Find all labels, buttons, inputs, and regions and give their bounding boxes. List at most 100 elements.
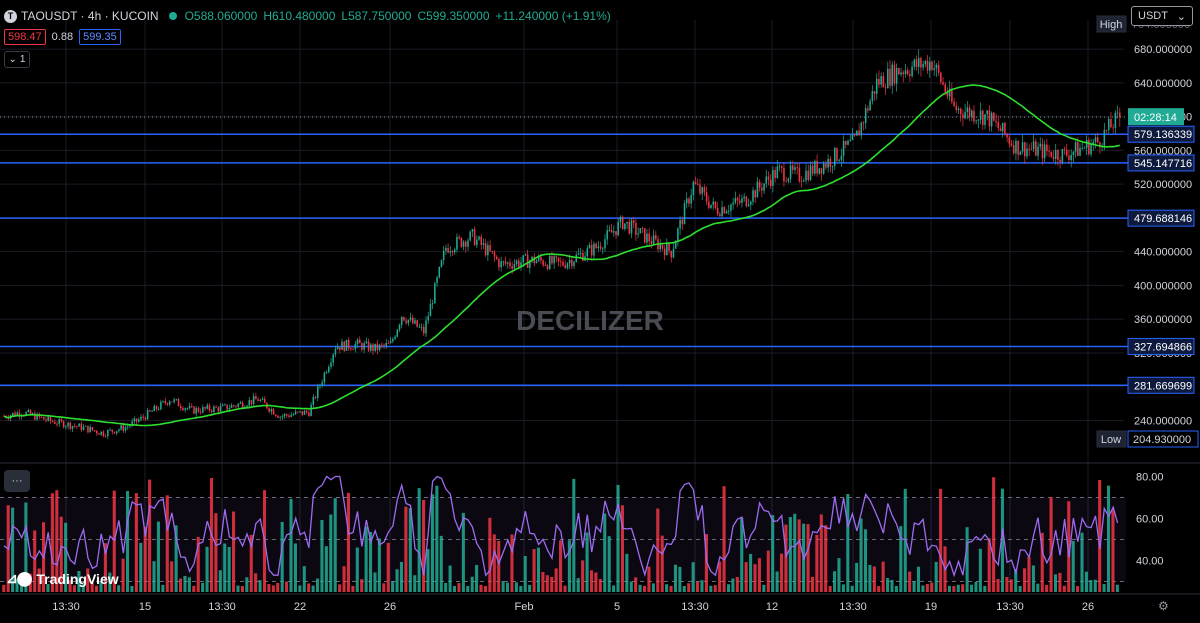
candle-body: [829, 158, 832, 167]
candle-body: [157, 409, 160, 410]
volume-bar: [59, 516, 63, 592]
volume-bar: [779, 553, 784, 592]
chart-legend: T TAOUSDT · 4h · KUCOIN O588.060000 H610…: [4, 7, 617, 25]
volume-bar: [435, 485, 439, 592]
ohlc-high: H610.480000: [263, 9, 336, 23]
candle-body: [361, 343, 363, 350]
candle-body: [769, 179, 772, 186]
candle-body: [787, 178, 790, 182]
volume-bar: [965, 527, 969, 592]
settings-gear-icon[interactable]: ⚙: [1158, 599, 1169, 613]
candle-body: [87, 425, 89, 433]
currency-select[interactable]: USDT ⌄: [1131, 6, 1193, 26]
candle-body: [350, 348, 352, 350]
candle-body: [814, 160, 816, 174]
candle-body: [478, 236, 480, 240]
candle-body: [818, 168, 821, 174]
candle-body: [577, 253, 580, 255]
tradingview-logo-icon: ⊿⬤: [6, 570, 32, 586]
candle-body: [922, 64, 924, 68]
volume-bar: [687, 583, 691, 592]
candle-body: [533, 256, 536, 264]
tradingview-logo[interactable]: ⊿⬤ TradingView: [6, 570, 119, 587]
level-label: 579.136339: [1134, 129, 1192, 141]
volume-bar: [665, 584, 669, 592]
candle-body: [80, 423, 83, 430]
volume-bar: [1005, 576, 1009, 592]
candle-body: [1092, 141, 1095, 145]
volume-bar: [740, 517, 744, 592]
low-value: 204.930000: [1133, 434, 1191, 446]
volume-bar: [788, 517, 792, 592]
candle-body: [792, 165, 794, 171]
candle-body: [957, 108, 960, 110]
candle-body: [440, 260, 443, 267]
candle-body: [372, 344, 374, 351]
candle-body: [893, 64, 896, 84]
candle-body: [394, 336, 396, 339]
candle-body: [109, 429, 111, 431]
candle-body: [911, 66, 913, 76]
candle-body: [655, 235, 657, 240]
candle-body: [228, 407, 231, 410]
low-tag: [1096, 430, 1127, 448]
candle-body: [93, 430, 96, 432]
volume-bar: [320, 520, 324, 592]
candle-body: [836, 147, 838, 161]
candle-body: [754, 190, 756, 198]
candle-body: [619, 216, 622, 223]
candle-body: [685, 198, 688, 204]
candle-body: [195, 408, 197, 414]
candle-body: [856, 130, 858, 136]
volume-bar: [921, 585, 925, 592]
volume-bar: [722, 486, 726, 592]
candle-body: [566, 263, 569, 268]
candle-body: [887, 68, 889, 88]
indicators-collapse-button[interactable]: ⌄ 1: [4, 51, 30, 68]
candle-body: [407, 319, 410, 324]
candle-body: [639, 228, 642, 234]
volume-bar: [603, 513, 607, 592]
buy-button[interactable]: 599.35: [79, 29, 121, 45]
volume-bar: [355, 547, 359, 592]
candle-body: [608, 230, 611, 231]
candle-body: [387, 342, 390, 344]
volume-bar: [673, 564, 678, 592]
rsi-line: [3, 475, 1119, 578]
volume-bar: [541, 572, 545, 592]
candle-body: [405, 320, 407, 324]
candle-body: [931, 61, 933, 70]
volume-bar: [607, 536, 611, 592]
candle-body: [845, 140, 847, 145]
candle-body: [948, 88, 951, 97]
candle-body: [712, 201, 715, 205]
candle-body: [900, 72, 902, 75]
volume-bar: [638, 584, 642, 592]
volume-bar: [205, 546, 209, 592]
candle-body: [904, 70, 907, 75]
candle-body: [977, 119, 980, 121]
candle-body: [765, 176, 768, 184]
candle-body: [133, 418, 136, 422]
candle-body: [89, 427, 91, 433]
volume-bar: [72, 585, 77, 592]
candle-body: [1017, 140, 1019, 155]
candle-body: [434, 283, 436, 304]
volume-bar: [908, 571, 912, 592]
volume-bar: [466, 585, 470, 592]
indicator-menu-button[interactable]: ···: [4, 470, 30, 492]
candle-body: [716, 208, 719, 215]
spread-value: 0.88: [51, 31, 74, 43]
symbol-title[interactable]: TAOUSDT · 4h · KUCOIN: [21, 9, 159, 23]
candle-body: [423, 326, 425, 334]
candle-body: [36, 413, 38, 420]
sell-button[interactable]: 598.47: [4, 29, 46, 45]
volume-bar: [223, 543, 227, 592]
candle-body: [67, 422, 69, 427]
candle-body: [438, 266, 441, 278]
candle-body: [1096, 137, 1099, 143]
candle-body: [1046, 144, 1048, 152]
candle-body: [548, 255, 551, 269]
candle-body: [604, 239, 606, 249]
